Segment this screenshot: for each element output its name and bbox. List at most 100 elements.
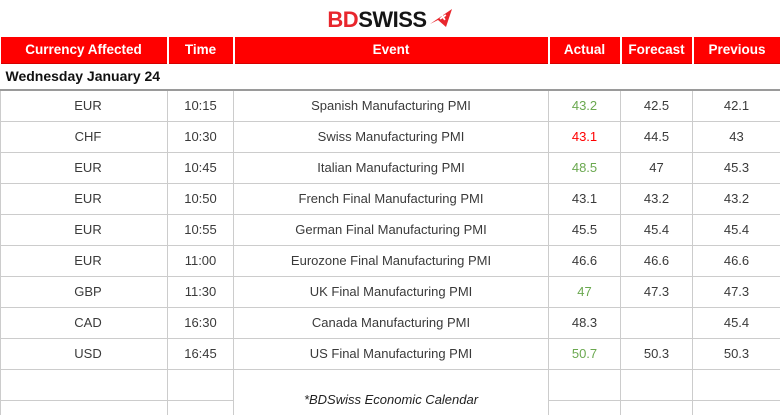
actual-value: 47 — [577, 284, 592, 299]
actual-cell: 46.6 — [548, 245, 621, 277]
event-cell: Eurozone Final Manufacturing PMI — [233, 245, 549, 277]
table-row: EUR 11:00 Eurozone Final Manufacturing P… — [0, 245, 780, 277]
col-header-time: Time — [167, 37, 235, 64]
empty-cell — [0, 369, 168, 401]
actual-value: 45.5 — [571, 222, 598, 237]
time-cell: 10:45 — [167, 152, 234, 184]
economic-calendar-table: Currency Affected Time Event Actual Fore… — [0, 37, 780, 415]
currency-cell: EUR — [0, 245, 168, 277]
date-header: Wednesday January 24 — [0, 63, 780, 91]
forecast-cell: 42.5 — [620, 90, 693, 122]
empty-cell — [692, 400, 780, 415]
forecast-cell: 46.6 — [620, 245, 693, 277]
event-cell: UK Final Manufacturing PMI — [233, 276, 549, 308]
event-cell: Canada Manufacturing PMI — [233, 307, 549, 339]
table-row: USD 16:45 US Final Manufacturing PMI 50.… — [0, 338, 780, 370]
calendar-source-note: *BDSwiss Economic Calendar — [233, 369, 549, 415]
actual-cell: 45.5 — [548, 214, 621, 246]
col-header-previous: Previous — [692, 37, 780, 64]
logo-text-swiss: SWISS — [358, 6, 427, 32]
event-cell: Italian Manufacturing PMI — [233, 152, 549, 184]
date-header-row: Wednesday January 24 — [0, 63, 780, 91]
table-row: EUR 10:50 French Final Manufacturing PMI… — [0, 183, 780, 215]
actual-cell: 43.2 — [548, 90, 621, 122]
time-cell: 10:50 — [167, 183, 234, 215]
swiss-arrow-icon — [429, 9, 452, 27]
forecast-cell: 50.3 — [620, 338, 693, 370]
actual-cell: 43.1 — [548, 121, 621, 153]
bdswiss-logo: BD SWISS — [327, 8, 452, 31]
event-cell: Spanish Manufacturing PMI — [233, 90, 549, 122]
time-cell: 10:30 — [167, 121, 234, 153]
currency-cell: GBP — [0, 276, 168, 308]
empty-row: *BDSwiss Economic Calendar — [0, 369, 780, 415]
event-cell: French Final Manufacturing PMI — [233, 183, 549, 215]
table-row: EUR 10:45 Italian Manufacturing PMI 48.5… — [0, 152, 780, 184]
currency-cell: EUR — [0, 90, 168, 122]
forecast-cell — [620, 307, 693, 339]
previous-cell: 43 — [692, 121, 780, 153]
logo-text-bd: BD — [327, 6, 359, 32]
col-header-event: Event — [233, 37, 550, 64]
col-header-currency: Currency Affected — [0, 37, 169, 64]
actual-value: 43.1 — [571, 129, 598, 144]
event-cell: German Final Manufacturing PMI — [233, 214, 549, 246]
table-row: CAD 16:30 Canada Manufacturing PMI 48.3 … — [0, 307, 780, 339]
currency-cell: EUR — [0, 214, 168, 246]
col-header-actual: Actual — [548, 37, 622, 64]
table-row: EUR 10:55 German Final Manufacturing PMI… — [0, 214, 780, 246]
event-cell: US Final Manufacturing PMI — [233, 338, 549, 370]
previous-cell: 45.4 — [692, 214, 780, 246]
empty-cell — [620, 369, 693, 401]
currency-cell: EUR — [0, 183, 168, 215]
empty-cell — [0, 400, 168, 415]
table-row: CHF 10:30 Swiss Manufacturing PMI 43.1 4… — [0, 121, 780, 153]
currency-cell: USD — [0, 338, 168, 370]
currency-cell: EUR — [0, 152, 168, 184]
empty-cell — [620, 400, 693, 415]
empty-row — [0, 400, 780, 415]
empty-cell — [692, 369, 780, 401]
forecast-cell: 47.3 — [620, 276, 693, 308]
forecast-cell: 43.2 — [620, 183, 693, 215]
col-header-forecast: Forecast — [620, 37, 694, 64]
time-cell: 10:15 — [167, 90, 234, 122]
actual-value: 50.7 — [571, 346, 598, 361]
actual-cell: 47 — [548, 276, 621, 308]
actual-cell: 50.7 — [548, 338, 621, 370]
actual-cell: 48.5 — [548, 152, 621, 184]
forecast-cell: 45.4 — [620, 214, 693, 246]
previous-cell: 47.3 — [692, 276, 780, 308]
time-cell: 11:00 — [167, 245, 234, 277]
time-cell: 16:30 — [167, 307, 234, 339]
previous-cell: 43.2 — [692, 183, 780, 215]
table-header: Currency Affected Time Event Actual Fore… — [0, 37, 780, 64]
actual-value: 43.2 — [571, 98, 598, 114]
previous-cell: 46.6 — [692, 245, 780, 277]
actual-value: 46.6 — [571, 253, 598, 268]
logo-bar: BD SWISS — [0, 0, 780, 37]
previous-cell: 42.1 — [692, 90, 780, 122]
time-cell: 11:30 — [167, 276, 234, 308]
time-cell: 16:45 — [167, 338, 234, 370]
previous-cell: 50.3 — [692, 338, 780, 370]
previous-cell: 45.4 — [692, 307, 780, 339]
table-row: EUR 10:15 Spanish Manufacturing PMI 43.2… — [0, 90, 780, 122]
actual-cell: 48.3 — [548, 307, 621, 339]
actual-value: 48.5 — [571, 160, 598, 175]
actual-value: 48.3 — [571, 315, 598, 330]
actual-value: 43.1 — [571, 191, 598, 206]
event-cell: Swiss Manufacturing PMI — [233, 121, 549, 153]
empty-cell — [548, 400, 621, 415]
table-footer: *BDSwiss Economic Calendar — [0, 369, 780, 415]
time-cell: 10:55 — [167, 214, 234, 246]
currency-cell: CHF — [0, 121, 168, 153]
actual-cell: 43.1 — [548, 183, 621, 215]
currency-cell: CAD — [0, 307, 168, 339]
forecast-cell: 44.5 — [620, 121, 693, 153]
empty-cell — [167, 369, 234, 401]
previous-cell: 45.3 — [692, 152, 780, 184]
forecast-cell: 47 — [620, 152, 693, 184]
table-row: GBP 11:30 UK Final Manufacturing PMI 47 … — [0, 276, 780, 308]
